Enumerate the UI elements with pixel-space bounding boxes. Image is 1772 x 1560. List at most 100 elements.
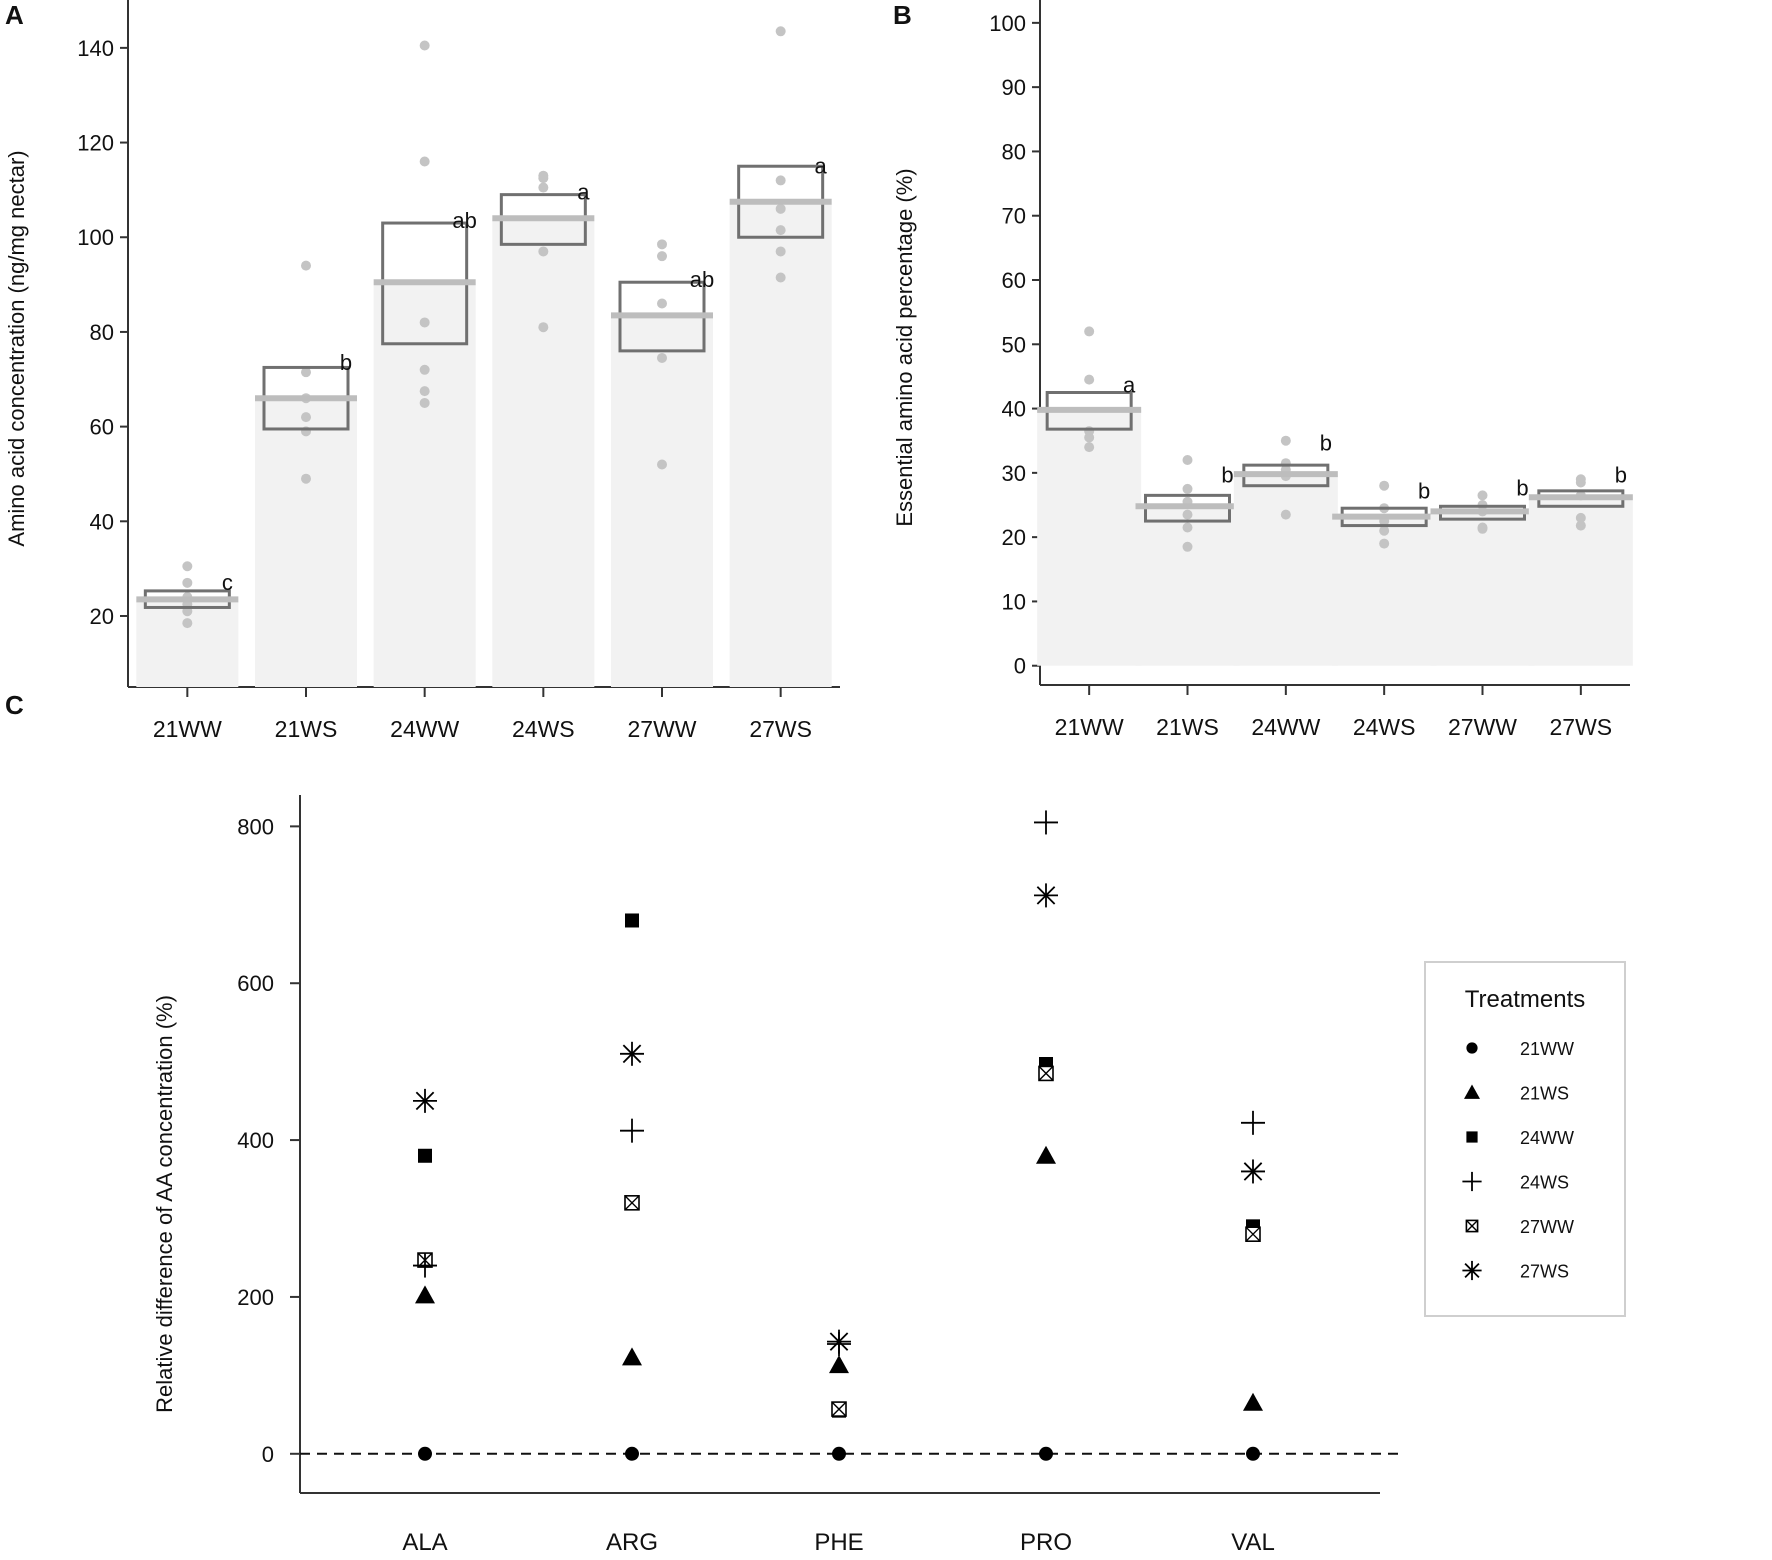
marker-circle (832, 1446, 846, 1461)
point-21WS-PRO (1036, 1145, 1056, 1164)
y-tick-label: 40 (90, 509, 114, 534)
data-point (657, 251, 667, 262)
data-point (1575, 477, 1586, 488)
y-tick-label: 40 (1002, 397, 1026, 422)
legend-marker-27WW (1465, 1219, 1479, 1233)
legend-label: 21WS (1520, 1084, 1569, 1104)
legend-title: Treatments (1465, 986, 1585, 1013)
x-tick-label: PHE (814, 1529, 863, 1556)
marker-circle (418, 1446, 432, 1461)
legend-label: 27WW (1520, 1217, 1574, 1237)
x-tick-label: 21WS (1156, 714, 1219, 740)
y-tick-label: 20 (1002, 525, 1026, 550)
x-tick-label: 21WW (153, 716, 222, 742)
y-axis-title: Relative difference of AA concentration … (152, 995, 177, 1413)
marker-triangle (1464, 1084, 1480, 1099)
marker-box-diag2 (624, 1195, 640, 1211)
bar-27WW (1430, 511, 1535, 666)
point-21WS-PHE (829, 1355, 849, 1374)
data-point (538, 322, 549, 333)
point-24WW-ARG (625, 913, 639, 928)
data-point (419, 364, 430, 375)
data-point (419, 397, 430, 408)
y-tick-label: 200 (237, 1285, 274, 1310)
point-21WS-ARG (622, 1347, 642, 1366)
data-point (182, 561, 193, 572)
data-point (419, 386, 430, 397)
bar-21WW (1037, 409, 1142, 666)
panel-a-chart: 20 40 60 80 100 120 140 Amino acid concentratio… (4, 0, 840, 742)
y-tick-label: 800 (237, 814, 274, 839)
x-tick-label: 27WS (1550, 714, 1613, 740)
x-tick-label: ARG (606, 1529, 658, 1556)
panel-c-label: C (5, 690, 24, 720)
y-tick-label: 10 (1002, 589, 1026, 614)
point-27WS-PRO (1034, 883, 1058, 908)
panel-b-label: B (893, 0, 912, 30)
x-tick-label: 24WS (512, 716, 575, 742)
marker-triangle (622, 1347, 642, 1366)
point-24WS-PRO (1034, 810, 1058, 835)
data-point (1182, 522, 1193, 533)
x-tick-label: PRO (1020, 1529, 1072, 1556)
bar-21WS (1135, 506, 1240, 666)
point-21WW-PHE (832, 1446, 846, 1461)
legend-label: 27WS (1520, 1262, 1569, 1282)
marker-box-diag2 (1038, 1065, 1054, 1081)
significance-letter: a (1123, 373, 1136, 398)
x-tick-label: 24WW (1251, 714, 1320, 740)
bar-21WS (255, 398, 357, 687)
significance-letter: b (1516, 475, 1528, 500)
data-point (657, 239, 667, 250)
marker-triangle (1036, 1145, 1056, 1164)
point-27WW-VAL (1245, 1226, 1261, 1242)
significance-letter: b (340, 350, 352, 375)
point-24WS-VAL (1241, 1110, 1265, 1135)
x-tick-label: ALA (402, 1529, 447, 1556)
data-point (301, 260, 311, 271)
data-point (301, 412, 311, 423)
significance-letter: ab (452, 208, 476, 233)
data-point (301, 473, 311, 484)
panel-a-label: A (5, 0, 24, 30)
panel-b-chart: 0 10 20 30 40 50 60 70 80 90 100 Essential amino ac… (892, 0, 1633, 740)
point-21WS-ALA (415, 1285, 435, 1304)
y-tick-label: 140 (77, 36, 114, 61)
data-point (301, 367, 311, 378)
point-21WW-ARG (625, 1446, 639, 1461)
data-point (1379, 480, 1390, 491)
legend-marker-21WW (1466, 1042, 1478, 1054)
y-tick-label: 50 (1002, 332, 1026, 357)
y-tick-label: 120 (77, 131, 114, 156)
legend-marker-27WS (1462, 1260, 1482, 1281)
marker-circle (625, 1446, 639, 1461)
marker-ast-d2 (415, 1091, 435, 1111)
data-point (182, 618, 193, 629)
data-point (538, 173, 549, 184)
significance-letter: b (1320, 430, 1332, 455)
marker-ast-d2 (829, 1332, 849, 1351)
x-tick-label: VAL (1231, 1529, 1275, 1556)
bar-24WW (373, 282, 476, 687)
legend-label: 21WW (1520, 1039, 1574, 1059)
data-point (1575, 512, 1586, 523)
data-point (1379, 525, 1390, 536)
legend-marker-24WS (1462, 1171, 1482, 1192)
y-tick-label: 30 (1002, 461, 1026, 486)
data-point (775, 246, 786, 257)
y-tick-label: 400 (237, 1128, 274, 1153)
marker-triangle (1243, 1392, 1263, 1411)
x-tick-label: 24WS (1353, 714, 1416, 740)
significance-letter: a (577, 179, 590, 204)
x-tick-label: 27WS (749, 716, 812, 742)
point-27WS-ALA (413, 1088, 437, 1113)
point-27WS-ARG (620, 1041, 644, 1066)
marker-triangle (415, 1285, 435, 1304)
data-point (657, 298, 667, 309)
data-point (538, 182, 549, 193)
data-point (775, 225, 786, 236)
marker-ast-d2 (622, 1044, 642, 1064)
data-point (1084, 326, 1095, 337)
significance-letter: b (1615, 463, 1627, 488)
y-tick-label: 60 (90, 415, 114, 440)
